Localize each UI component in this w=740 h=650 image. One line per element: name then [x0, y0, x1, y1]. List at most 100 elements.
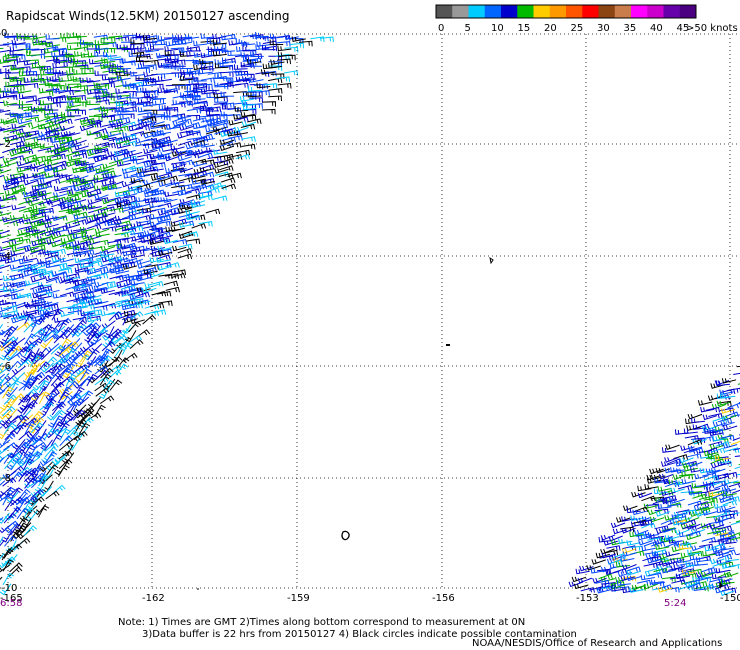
wind-barb	[128, 125, 143, 132]
wind-barb	[30, 273, 45, 279]
wind-barb	[23, 60, 38, 66]
wind-barb	[109, 62, 124, 68]
wind-barb	[67, 111, 82, 117]
wind-barb	[700, 406, 715, 413]
credit-line: NOAA/NESDIS/Office of Research and Appli…	[472, 638, 723, 649]
wind-barb	[191, 223, 207, 229]
wind-barb	[170, 47, 185, 53]
wind-barb	[38, 474, 50, 487]
wind-barb	[678, 531, 694, 538]
wind-barb	[137, 187, 152, 194]
legend-swatch	[598, 5, 616, 18]
wind-barb	[52, 415, 64, 428]
wind-barb	[177, 155, 193, 162]
wind-barb	[0, 88, 11, 93]
wind-barb	[733, 447, 740, 451]
wind-barb	[600, 534, 616, 541]
wind-barb	[672, 519, 687, 526]
wind-barb	[84, 356, 97, 368]
wind-barb	[163, 63, 178, 69]
wind-barb	[661, 567, 676, 574]
wind-barb	[123, 173, 138, 179]
wind-barb	[262, 44, 276, 51]
wind-barb	[37, 137, 52, 143]
wind-barb	[185, 214, 201, 221]
wind-barb	[9, 236, 24, 243]
wind-barb	[32, 288, 47, 295]
wind-barb	[136, 172, 151, 178]
wind-barb	[88, 208, 103, 215]
wind-barb	[149, 123, 165, 130]
wind-barb	[65, 194, 80, 200]
wind-barb	[137, 233, 153, 239]
wind-barb	[34, 420, 47, 432]
wind-barb	[31, 155, 47, 162]
wind-barb	[214, 168, 229, 174]
wind-barb	[241, 99, 256, 106]
wind-barb	[88, 260, 103, 266]
wind-barb	[590, 568, 605, 574]
wind-barb	[51, 137, 66, 143]
wind-barb	[676, 557, 691, 564]
wind-barb	[711, 529, 727, 535]
wind-barb	[31, 327, 46, 338]
wind-barb	[148, 202, 164, 209]
wind-barb	[650, 533, 665, 539]
wind-barb	[31, 135, 46, 141]
wind-barb	[674, 540, 689, 546]
wind-barb	[242, 45, 257, 52]
wind-barb	[124, 330, 137, 343]
wind-barb	[58, 173, 73, 179]
wind-barb	[650, 474, 666, 481]
wind-barb	[200, 77, 215, 83]
wind-barb	[52, 97, 67, 104]
wind-barb	[227, 154, 243, 160]
wind-barb	[626, 575, 642, 582]
wind-barb	[199, 58, 214, 65]
wind-barb	[57, 319, 70, 333]
wind-barb	[22, 95, 37, 101]
wind-barb	[94, 281, 109, 288]
wind-barb	[11, 204, 26, 211]
wind-barb	[702, 414, 718, 421]
wind-barb	[641, 545, 656, 552]
wind-barb	[164, 155, 180, 162]
wind-barb	[677, 542, 692, 549]
wind-barb	[179, 63, 194, 70]
legend-tick-label: 20	[544, 23, 557, 34]
wind-barb	[277, 45, 292, 52]
wind-barb	[44, 214, 59, 221]
wind-barb	[0, 50, 10, 53]
wind-barb	[101, 198, 117, 205]
wind-barb	[0, 512, 10, 524]
legend-swatch	[436, 5, 453, 18]
wind-barb	[157, 265, 173, 271]
wind-barb	[184, 34, 200, 40]
wind-barb	[109, 356, 123, 367]
wind-barb	[647, 572, 663, 579]
wind-barb	[658, 473, 674, 480]
wind-barb	[205, 85, 220, 92]
wind-barb	[688, 550, 703, 557]
wind-barb	[0, 44, 10, 46]
wind-barb	[94, 197, 109, 203]
wind-barb	[0, 379, 4, 386]
wind-barb	[610, 586, 625, 592]
wind-barb	[591, 559, 606, 565]
wind-barb	[37, 147, 52, 154]
wind-barb	[685, 534, 701, 541]
wind-barb	[52, 87, 67, 93]
wind-barb	[37, 293, 52, 300]
wind-barb	[74, 116, 89, 123]
wind-barb	[39, 312, 52, 325]
wind-barb	[176, 113, 192, 120]
wind-barb	[240, 111, 255, 118]
wind-barb	[163, 280, 179, 287]
wind-barb	[74, 46, 89, 52]
wind-barb	[78, 422, 91, 435]
wind-barb	[704, 428, 719, 434]
wind-barb	[200, 105, 215, 112]
wind-barb	[284, 46, 299, 53]
wind-barb	[99, 166, 115, 172]
latitude-label: -6	[1, 361, 11, 372]
